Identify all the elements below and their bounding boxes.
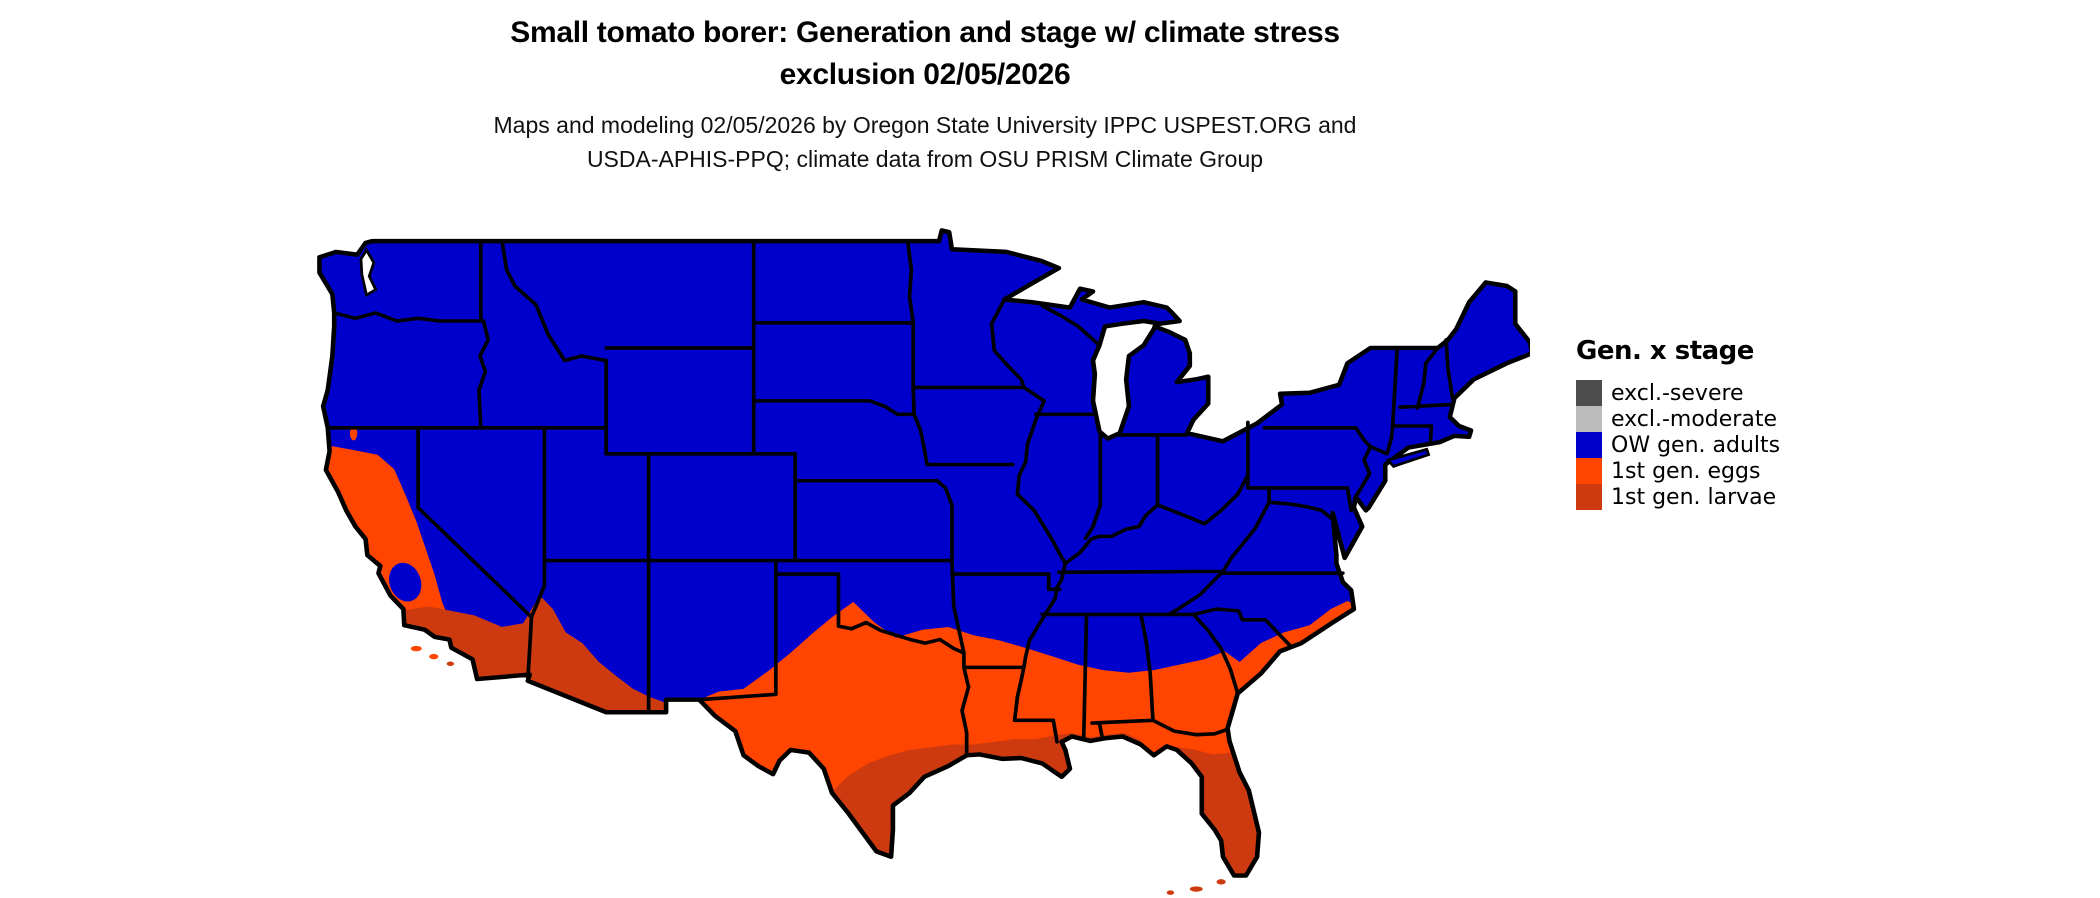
title-line-2: exclusion 02/05/2026 — [779, 58, 1071, 91]
legend-label: excl.-severe — [1611, 380, 1744, 406]
puget-sound-water — [359, 247, 378, 298]
channel-island-speck — [410, 645, 422, 652]
legend-swatch-excl-severe — [1576, 380, 1602, 406]
florida-keys-speck — [1189, 886, 1203, 892]
region-adults-sierra-pocket — [389, 562, 422, 602]
region-larvae-southwest — [400, 595, 667, 719]
legend-item: 1st gen. eggs — [1576, 458, 1876, 484]
legend-swatch-eggs — [1576, 458, 1602, 484]
legend-label: 1st gen. larvae — [1611, 484, 1777, 510]
us-outline — [317, 228, 1530, 878]
map-legend: Gen. x stage excl.-severe excl.-moderate… — [1576, 336, 1876, 510]
region-eggs-oregon-speck — [349, 426, 358, 441]
legend-title: Gen. x stage — [1576, 336, 1754, 366]
legend-item: excl.-severe — [1576, 380, 1876, 406]
legend-label: 1st gen. eggs — [1611, 458, 1761, 484]
legend-swatch-ow-adults — [1576, 432, 1602, 458]
legend-item: excl.-moderate — [1576, 406, 1876, 432]
legend-item: OW gen. adults — [1576, 432, 1876, 458]
florida-keys-speck — [1166, 890, 1175, 895]
legend-label: excl.-moderate — [1611, 406, 1777, 432]
florida-keys-speck — [1216, 879, 1226, 885]
us-map — [313, 225, 1530, 898]
page-title: Small tomato borer: Generation and stage… — [0, 12, 1850, 96]
legend-swatch-larvae — [1576, 484, 1602, 510]
subtitle-line-1: Maps and modeling 02/05/2026 by Oregon S… — [493, 112, 1357, 138]
us-choropleth-svg — [317, 228, 1530, 895]
channel-island-speck — [429, 653, 439, 660]
channel-island-speck — [446, 661, 455, 667]
title-line-1: Small tomato borer: Generation and stage… — [510, 16, 1340, 49]
title-block: Small tomato borer: Generation and stage… — [0, 12, 1850, 176]
legend-swatch-excl-moderate — [1576, 406, 1602, 432]
legend-item: 1st gen. larvae — [1576, 484, 1876, 510]
long-island — [1385, 447, 1431, 468]
state-borders — [325, 239, 1455, 758]
legend-label: OW gen. adults — [1611, 432, 1781, 458]
subtitle: Maps and modeling 02/05/2026 by Oregon S… — [0, 108, 1850, 176]
subtitle-line-2: USDA-APHIS-PPQ; climate data from OSU PR… — [586, 146, 1264, 172]
